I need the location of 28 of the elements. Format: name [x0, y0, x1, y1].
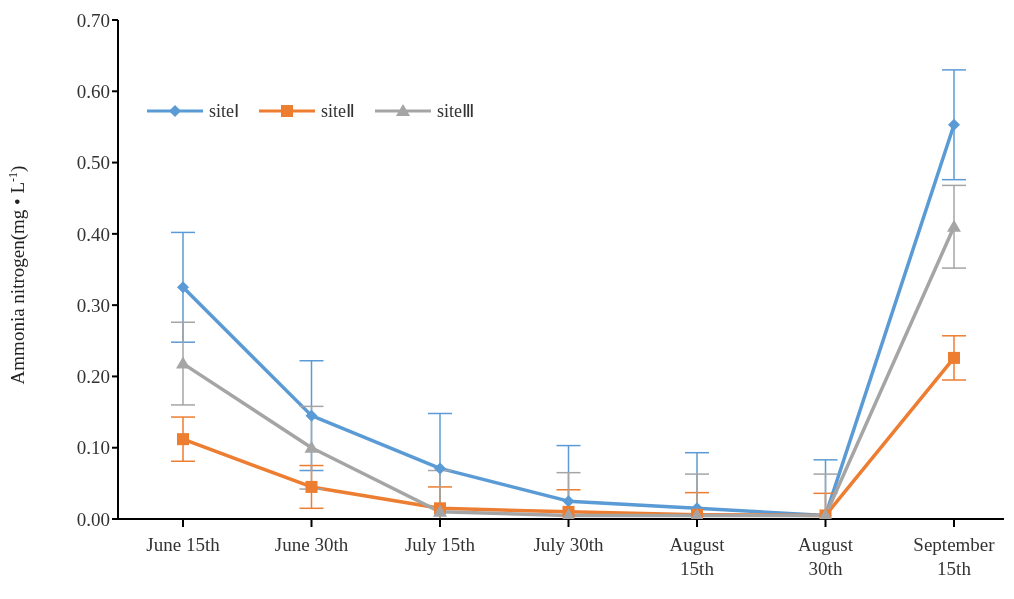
x-tick-label: August 15th — [669, 534, 726, 579]
point — [177, 281, 189, 294]
point — [305, 480, 318, 493]
point — [434, 462, 446, 475]
y-tick-label: 0.00 — [76, 508, 110, 530]
point — [304, 440, 319, 453]
point — [948, 351, 960, 364]
x-tick-label: June 15th — [146, 534, 221, 555]
point — [947, 219, 961, 232]
x-tick-label: August 30th — [798, 534, 854, 579]
x-tick-label: June 30th — [274, 534, 349, 555]
point — [948, 118, 960, 131]
y-tick-label: 0.40 — [76, 223, 110, 245]
point — [176, 356, 190, 369]
y-tick-label: 0.30 — [76, 294, 110, 316]
x-tick-label: July 30th — [533, 534, 605, 555]
y-tick-label: 0.20 — [76, 366, 110, 388]
point — [177, 433, 189, 446]
x-tick-label: September 15th — [913, 534, 996, 579]
legend-label: siteⅢ — [437, 100, 474, 122]
legend-label: siteⅡ — [321, 100, 355, 122]
point — [305, 409, 318, 422]
y-tick-label: 0.70 — [76, 9, 110, 31]
y-tick-label: 0.50 — [76, 152, 110, 174]
legend-label: siteⅠ — [209, 100, 239, 122]
y-tick-label: 0.60 — [76, 81, 110, 103]
x-tick-label: July 15th — [404, 534, 476, 555]
y-tick-label: 0.10 — [76, 437, 110, 459]
